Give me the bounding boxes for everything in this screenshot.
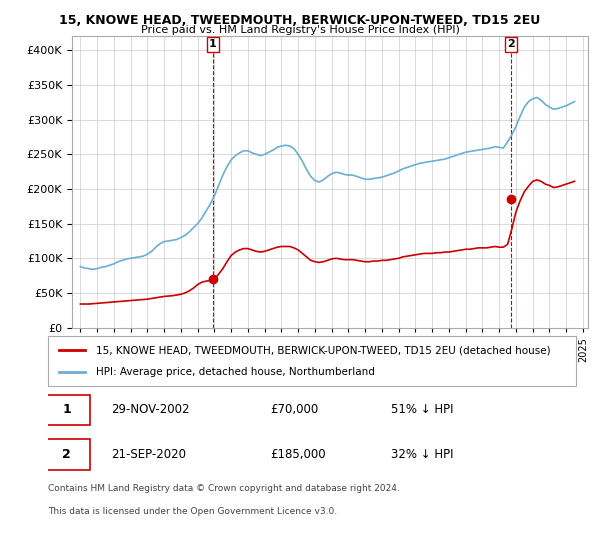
Text: £185,000: £185,000 [270, 448, 325, 461]
FancyBboxPatch shape [43, 440, 90, 470]
Text: 15, KNOWE HEAD, TWEEDMOUTH, BERWICK-UPON-TWEED, TD15 2EU (detached house): 15, KNOWE HEAD, TWEEDMOUTH, BERWICK-UPON… [95, 345, 550, 355]
Text: Price paid vs. HM Land Registry's House Price Index (HPI): Price paid vs. HM Land Registry's House … [140, 25, 460, 35]
Text: HPI: Average price, detached house, Northumberland: HPI: Average price, detached house, Nort… [95, 367, 374, 377]
Text: 15, KNOWE HEAD, TWEEDMOUTH, BERWICK-UPON-TWEED, TD15 2EU: 15, KNOWE HEAD, TWEEDMOUTH, BERWICK-UPON… [59, 14, 541, 27]
Text: 2: 2 [508, 39, 515, 49]
Text: £70,000: £70,000 [270, 403, 318, 416]
Text: 1: 1 [62, 403, 71, 416]
Text: 32% ↓ HPI: 32% ↓ HPI [391, 448, 454, 461]
FancyBboxPatch shape [48, 336, 576, 386]
Text: Contains HM Land Registry data © Crown copyright and database right 2024.: Contains HM Land Registry data © Crown c… [48, 484, 400, 493]
Text: 2: 2 [62, 448, 71, 461]
Text: 29-NOV-2002: 29-NOV-2002 [112, 403, 190, 416]
FancyBboxPatch shape [43, 395, 90, 425]
Text: 51% ↓ HPI: 51% ↓ HPI [391, 403, 454, 416]
Text: 21-SEP-2020: 21-SEP-2020 [112, 448, 187, 461]
Text: 1: 1 [209, 39, 217, 49]
Text: This data is licensed under the Open Government Licence v3.0.: This data is licensed under the Open Gov… [48, 507, 337, 516]
